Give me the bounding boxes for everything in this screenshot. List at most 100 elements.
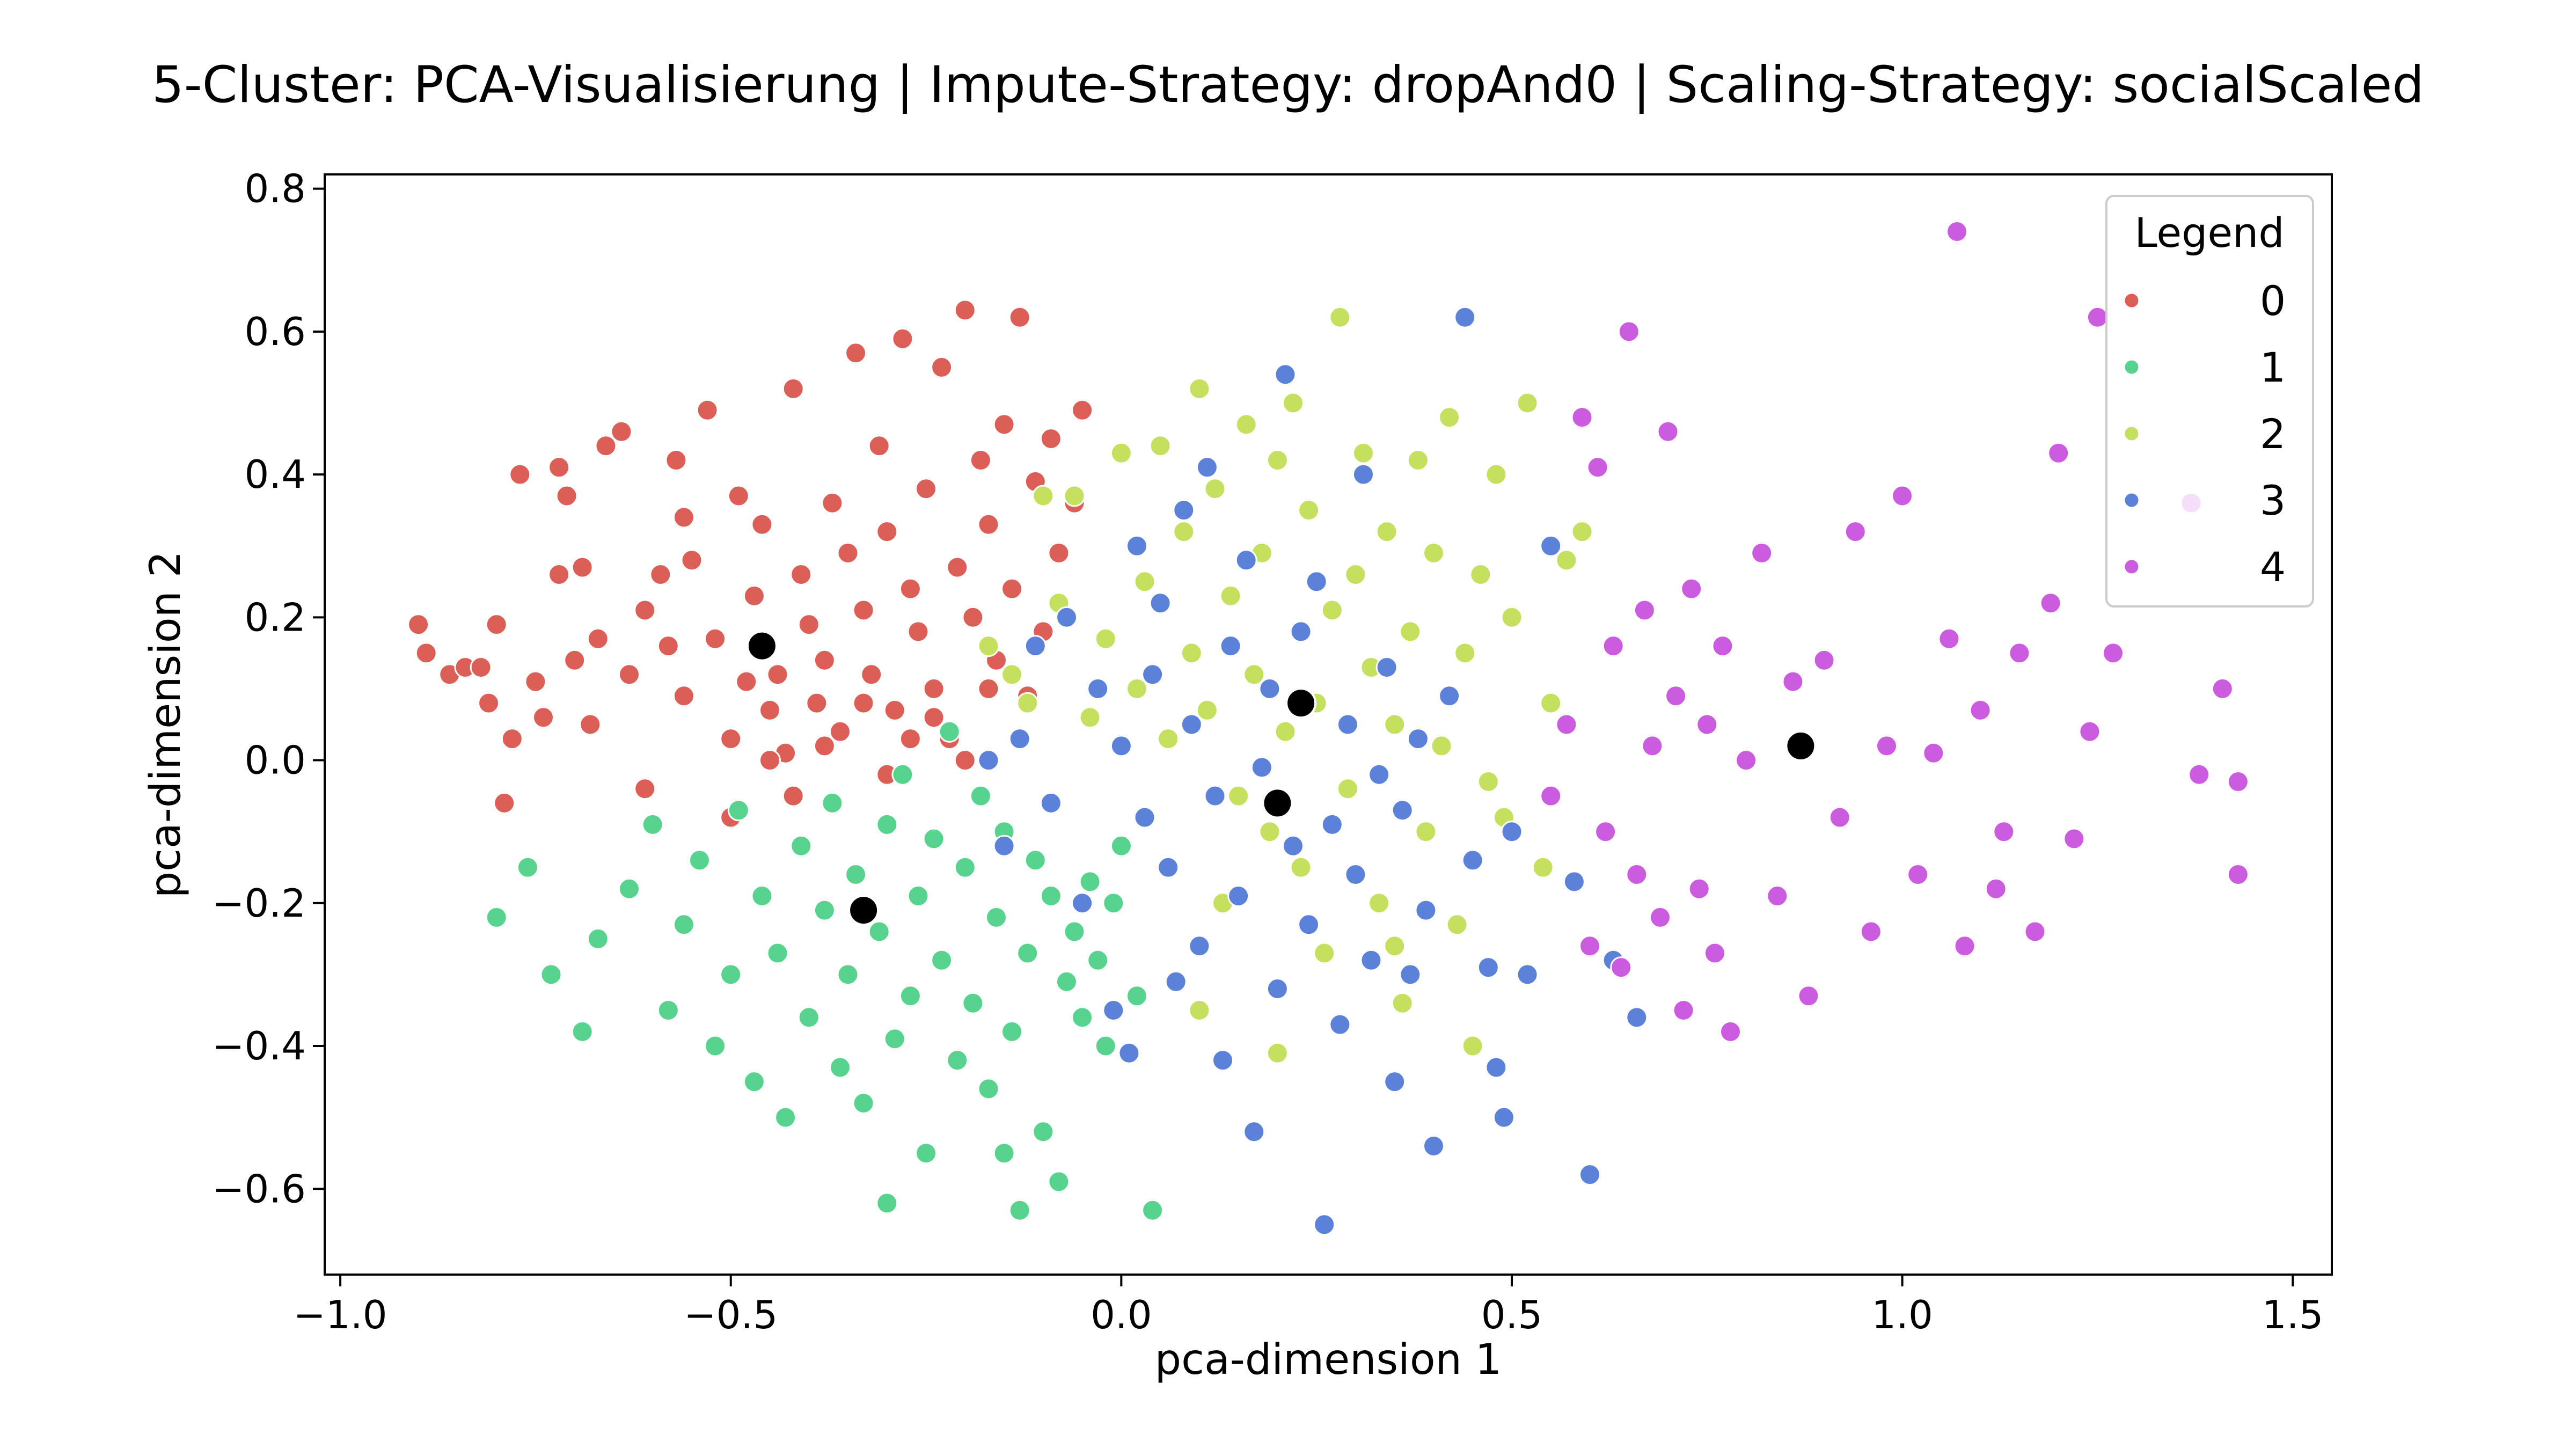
data-point-cluster-2 — [1391, 992, 1414, 1014]
data-point-cluster-0 — [634, 599, 656, 621]
data-point-cluster-3 — [1492, 1106, 1515, 1129]
data-point-cluster-0 — [845, 342, 867, 364]
cluster-centroid-point — [1262, 787, 1293, 819]
data-point-cluster-0 — [1040, 428, 1062, 450]
data-point-cluster-0 — [766, 663, 789, 686]
data-point-cluster-4 — [1657, 420, 1679, 443]
data-point-cluster-2 — [977, 635, 1000, 657]
data-point-cluster-1 — [876, 1192, 898, 1214]
data-point-cluster-4 — [1665, 685, 1687, 707]
x-axis: −1.0 −0.5 0.0 0.5 1.0 1.5 — [294, 1275, 2324, 1337]
data-point-cluster-3 — [1165, 970, 1187, 993]
data-point-cluster-4 — [1735, 749, 1758, 772]
data-point-cluster-4 — [2211, 677, 2234, 700]
data-point-cluster-3 — [1204, 785, 1226, 807]
data-point-cluster-1 — [977, 1078, 1000, 1100]
data-point-cluster-3 — [1118, 1042, 1140, 1064]
data-point-cluster-1 — [1094, 1035, 1117, 1057]
data-point-cluster-4 — [1696, 713, 1718, 736]
data-point-cluster-4 — [1938, 627, 1960, 650]
cluster-centroid-point — [1285, 687, 1317, 719]
data-point-cluster-0 — [899, 577, 921, 600]
data-point-cluster-0 — [1001, 577, 1023, 600]
data-point-cluster-2 — [1204, 478, 1226, 500]
data-point-cluster-0 — [852, 692, 875, 714]
data-point-cluster-0 — [571, 556, 594, 579]
legend-label-cluster-4: 4 — [2260, 543, 2286, 591]
data-point-cluster-2 — [1149, 435, 1172, 457]
data-point-cluster-1 — [1071, 1006, 1094, 1029]
data-point-cluster-1 — [790, 835, 813, 857]
data-point-cluster-4 — [1602, 635, 1624, 657]
data-point-cluster-0 — [735, 670, 758, 693]
data-point-cluster-0 — [954, 749, 976, 772]
data-point-cluster-2 — [1461, 1035, 1484, 1057]
data-point-cluster-0 — [993, 413, 1015, 436]
data-point-cluster-4 — [1985, 877, 2007, 900]
legend: Legend 0 1 2 3 4 — [2105, 195, 2314, 608]
data-point-cluster-1 — [1024, 849, 1046, 872]
data-point-cluster-0 — [485, 613, 508, 636]
data-point-cluster-4 — [1618, 320, 1640, 343]
data-point-cluster-3 — [1407, 728, 1429, 750]
data-point-cluster-2 — [1540, 692, 1562, 714]
y-tick-label: 0.4 — [244, 452, 306, 497]
y-tick-label: −0.6 — [212, 1166, 306, 1211]
data-point-cluster-4 — [1891, 485, 1914, 507]
data-point-cluster-2 — [1188, 999, 1211, 1021]
data-point-cluster-1 — [1110, 835, 1132, 857]
data-point-cluster-1 — [704, 1035, 727, 1057]
data-point-cluster-2 — [1235, 413, 1257, 436]
data-point-cluster-4 — [1649, 906, 1671, 928]
data-point-cluster-4 — [1641, 735, 1664, 757]
data-point-cluster-0 — [587, 627, 609, 650]
data-point-cluster-2 — [1173, 521, 1195, 543]
data-point-cluster-1 — [797, 1006, 820, 1029]
data-point-cluster-0 — [954, 299, 976, 321]
data-point-cluster-1 — [571, 1020, 594, 1043]
x-tick-label: −1.0 — [294, 1292, 387, 1337]
data-point-cluster-4 — [1571, 406, 1593, 429]
data-point-cluster-3 — [1516, 963, 1539, 986]
data-point-cluster-3 — [1579, 1163, 1601, 1186]
legend-label-cluster-2: 2 — [2260, 410, 2286, 458]
data-point-cluster-0 — [876, 521, 898, 543]
data-point-cluster-0 — [1008, 306, 1031, 328]
data-point-cluster-2 — [1415, 821, 1437, 843]
data-point-cluster-1 — [993, 1142, 1015, 1165]
data-point-cluster-0 — [672, 506, 695, 529]
data-point-cluster-3 — [1196, 456, 1218, 479]
data-point-cluster-2 — [1266, 1042, 1289, 1064]
points-layer — [407, 221, 2249, 1236]
legend-marker-cluster-2 — [2123, 425, 2140, 442]
data-point-cluster-3 — [1477, 956, 1499, 979]
data-point-cluster-1 — [899, 985, 921, 1007]
data-point-cluster-0 — [1048, 542, 1070, 564]
data-point-cluster-1 — [485, 906, 508, 928]
data-point-cluster-3 — [1375, 656, 1398, 678]
data-point-cluster-4 — [1688, 877, 1710, 900]
data-point-cluster-3 — [1180, 713, 1203, 736]
data-point-cluster-1 — [774, 1106, 797, 1129]
data-point-cluster-3 — [1133, 806, 1156, 829]
data-point-cluster-2 — [1438, 406, 1461, 429]
data-point-cluster-0 — [852, 599, 875, 621]
x-tick-label: 1.5 — [2262, 1292, 2324, 1337]
data-point-cluster-3 — [1563, 870, 1585, 893]
data-point-cluster-2 — [1274, 720, 1297, 743]
data-point-cluster-1 — [727, 799, 750, 822]
data-point-cluster-0 — [931, 356, 953, 378]
data-point-cluster-2 — [1227, 785, 1250, 807]
data-point-cluster-1 — [852, 1092, 875, 1114]
data-point-cluster-1 — [1079, 870, 1101, 893]
legend-items: 0 1 2 3 4 — [2123, 277, 2286, 591]
data-point-cluster-3 — [1360, 949, 1382, 971]
x-tick-label: −0.5 — [684, 1292, 778, 1337]
data-point-cluster-0 — [704, 627, 727, 650]
centroids-layer — [746, 630, 1817, 926]
data-point-cluster-0 — [634, 778, 656, 800]
data-point-cluster-2 — [1501, 606, 1523, 628]
data-point-cluster-3 — [1336, 713, 1359, 736]
data-point-cluster-0 — [595, 435, 617, 457]
data-point-cluster-4 — [2039, 592, 2062, 614]
